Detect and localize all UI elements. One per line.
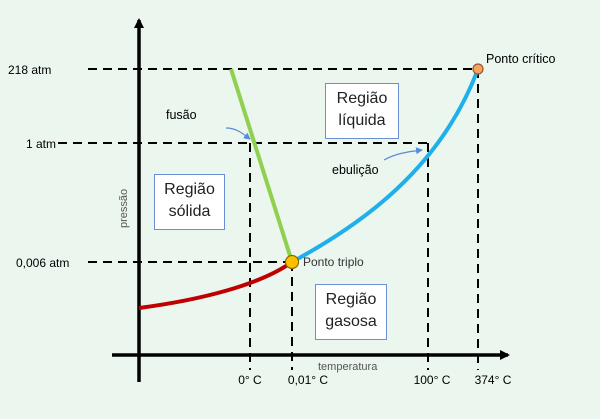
- fusion-label: fusão: [166, 108, 197, 122]
- fusion-pointer-arrow: [225, 127, 251, 140]
- region-gas-line2: gasosa: [325, 313, 377, 330]
- y-tick-0006atm: 0,006 atm: [16, 256, 69, 270]
- triple-point-label: Ponto triplo: [303, 255, 364, 269]
- critical-point-marker: [472, 63, 484, 75]
- y-tick-218atm: 218 atm: [8, 63, 51, 77]
- y-tick-1atm: 1 atm: [26, 137, 56, 151]
- region-solid-line2: sólida: [168, 203, 211, 220]
- x-tick-100c: 100° C: [414, 373, 451, 387]
- region-solid-line1: Região: [164, 181, 215, 198]
- x-tick-001c: 0,01° C: [288, 373, 328, 387]
- region-gas-box: Região gasosa: [315, 284, 387, 340]
- region-gas-line1: Região: [325, 291, 377, 308]
- x-axis-label: temperatura: [318, 361, 378, 373]
- region-liquid-line2: líquida: [338, 112, 386, 129]
- reference-lines: [58, 68, 479, 370]
- region-liquid-line1: Região: [336, 90, 388, 107]
- critical-point-label: Ponto crítico: [486, 52, 556, 66]
- region-solid-box: Região sólida: [154, 174, 225, 230]
- solid-gas-curve: [138, 260, 294, 310]
- triple-point-marker: [284, 254, 300, 270]
- region-liquid-box: Região líquida: [325, 83, 399, 139]
- fusion-curve: [229, 68, 294, 263]
- x-tick-0c: 0° C: [238, 373, 262, 387]
- boiling-curve: [291, 68, 480, 264]
- x-tick-374c: 374° C: [475, 373, 512, 387]
- boiling-label: ebulição: [332, 163, 379, 177]
- boiling-pointer-arrow: [383, 147, 423, 161]
- y-axis-label: pressão: [118, 189, 130, 228]
